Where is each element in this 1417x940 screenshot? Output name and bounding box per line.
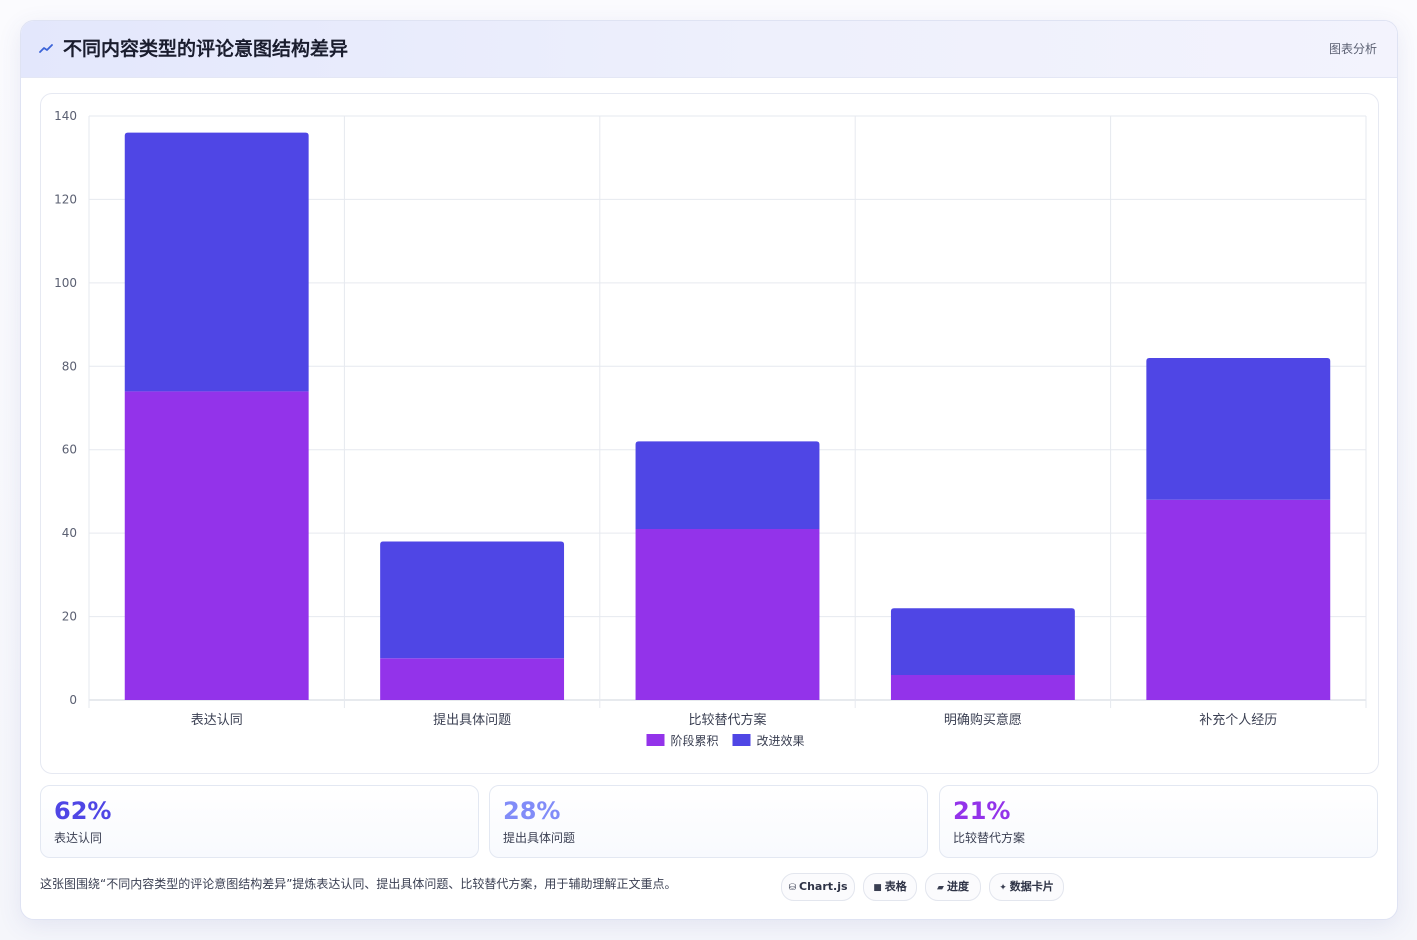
stat-value: 21%	[953, 797, 1011, 825]
chart-panel: 0 20 40 60 80 100 120 140 表达认同 提出具体问题 比较替代方案 明确购买意愿…	[40, 93, 1379, 774]
y-tick-label: 60	[62, 443, 77, 457]
pill-progress[interactable]: ▰ 进度	[925, 873, 981, 901]
bar-segment-stage	[890, 674, 1075, 700]
chart-card: 不同内容类型的评论意图结构差异 图表分析 0 20 40 60 80 100 120 140 表…	[20, 20, 1398, 920]
bar-segment-improve	[124, 132, 309, 392]
legend-label: 改进效果	[757, 733, 805, 748]
pill-label: Chart.js	[799, 880, 848, 893]
y-tick-label: 140	[54, 109, 77, 123]
pill-label: 表格	[884, 880, 907, 893]
legend-swatch	[646, 734, 665, 746]
y-tick-label: 0	[69, 693, 77, 707]
bar-segment-stage	[1146, 499, 1331, 700]
stat-label: 提出具体问题	[503, 831, 576, 845]
stat-card-1: 62% 表达认同	[40, 785, 479, 858]
stat-value: 28%	[503, 797, 561, 825]
y-tick-label: 100	[54, 276, 77, 290]
pill-chartjs[interactable]: ⛁ Chart.js	[781, 873, 855, 901]
bar-segment-stage	[124, 391, 309, 700]
bar-segment-stage	[380, 658, 565, 700]
x-tick-label: 比较替代方案	[688, 712, 766, 728]
stat-label: 比较替代方案	[953, 831, 1026, 845]
legend-label: 阶段累积	[671, 733, 719, 748]
chart-analysis-tag[interactable]: 图表分析	[1328, 42, 1377, 56]
legend-swatch	[732, 734, 751, 746]
database-icon: ⛁	[788, 883, 797, 893]
y-tick-label: 80	[62, 359, 77, 373]
stat-card-3: 21% 比较替代方案	[939, 785, 1378, 858]
stat-label: 表达认同	[54, 831, 103, 845]
bar-segment-improve	[380, 541, 565, 659]
card-title: 不同内容类型的评论意图结构差异	[63, 38, 349, 60]
x-tick-label: 提出具体问题	[433, 712, 511, 728]
x-tick-label: 明确购买意愿	[944, 712, 1022, 728]
progress-icon: ▰	[937, 883, 944, 893]
stat-value: 62%	[54, 797, 112, 825]
trend-line-icon	[39, 39, 55, 59]
y-tick-label: 40	[62, 526, 77, 540]
stat-card-2: 28% 提出具体问题	[489, 785, 928, 858]
bar-segment-improve	[1146, 357, 1331, 500]
table-icon: ■	[873, 883, 882, 893]
bar-segment-improve	[890, 608, 1075, 675]
y-tick-label: 20	[62, 610, 77, 624]
pill-table[interactable]: ■ 表格	[863, 873, 917, 901]
sparkle-icon: ✦	[999, 883, 1007, 893]
bar-segment-improve	[635, 441, 820, 529]
pill-data-card[interactable]: ✦ 数据卡片	[989, 873, 1064, 901]
chart-footnote: 这张图围绕“不同内容类型的评论意图结构差异”提炼表达认同、提出具体问题、比较替代…	[40, 877, 677, 891]
bar-segment-stage	[635, 528, 820, 700]
y-tick-label: 120	[54, 192, 77, 206]
stacked-bar-chart: 0 20 40 60 80 100 120 140 表达认同 提出具体问题 比较替代方案 明确购买意愿…	[54, 109, 1367, 748]
x-tick-label: 表达认同	[191, 713, 243, 728]
card-header: 不同内容类型的评论意图结构差异 图表分析	[21, 21, 1397, 78]
x-tick-label: 补充个人经历	[1199, 712, 1277, 728]
pill-label: 数据卡片	[1009, 880, 1054, 893]
pill-label: 进度	[946, 880, 969, 893]
